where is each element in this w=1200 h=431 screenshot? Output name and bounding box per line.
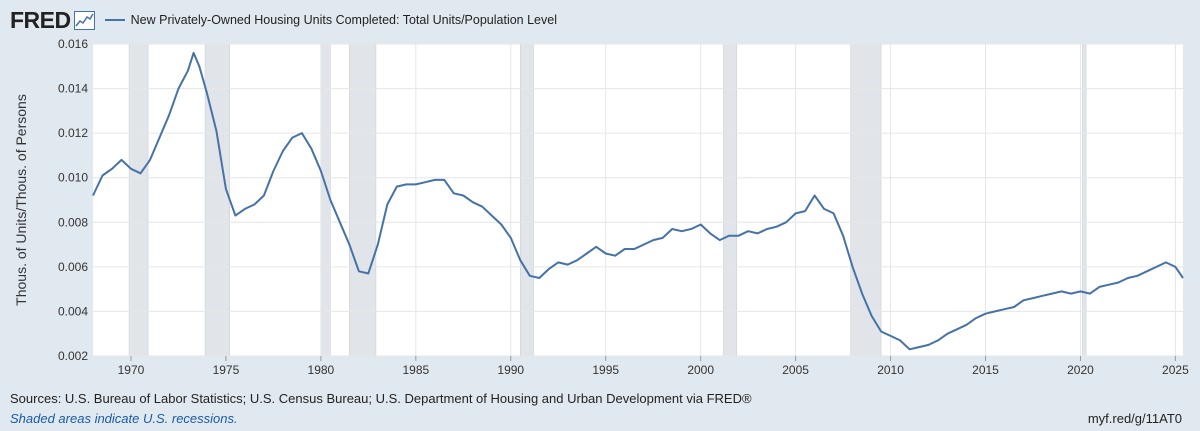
legend-label: New Privately-Owned Housing Units Comple…	[130, 13, 557, 27]
short-url[interactable]: myf.red/g/11AT0	[1087, 411, 1182, 426]
y-tick-label: 0.002	[58, 349, 88, 363]
legend-swatch	[104, 19, 125, 21]
x-tick-label: 1975	[213, 363, 240, 377]
y-tick-label: 0.014	[58, 82, 88, 96]
series-layer	[92, 51, 1184, 351]
series-line	[92, 51, 1184, 351]
x-tick-label: 1985	[402, 363, 429, 377]
y-tick-label: 0.006	[58, 260, 88, 274]
plot-area	[93, 44, 1183, 356]
x-tick-label: 2010	[877, 363, 904, 377]
line-chart-icon	[73, 10, 95, 30]
recession-band	[520, 43, 534, 357]
recession-band	[1082, 43, 1087, 357]
y-axis-label: Thous. of Units/Thous. of Persons	[13, 94, 29, 306]
x-tick-label: 2005	[782, 363, 809, 377]
recession-band	[723, 43, 737, 357]
chart-header: FRED New Privately-Owned Housing Units C…	[10, 5, 557, 35]
recession-band	[320, 43, 331, 357]
x-tick-label: 1990	[497, 363, 524, 377]
x-tick-label: 2000	[687, 363, 714, 377]
x-tick-label: 2015	[972, 363, 999, 377]
y-axis-title: Thous. of Units/Thous. of Persons	[13, 94, 29, 306]
x-tick-label: 1995	[592, 363, 619, 377]
y-tick-label: 0.012	[58, 126, 88, 140]
x-tick-label: 1970	[118, 363, 145, 377]
x-tick-label: 1980	[308, 363, 335, 377]
plot-background	[93, 44, 1183, 356]
recession-band	[128, 43, 149, 357]
y-tick-label: 0.016	[58, 37, 88, 51]
y-tick-label: 0.008	[58, 215, 88, 229]
recession-band	[349, 43, 377, 357]
y-tick-label: 0.004	[58, 304, 88, 318]
x-tick-label: 2020	[1067, 363, 1094, 377]
line-chart[interactable]: 0.002 0.004 0.006 0.008 0.010 0.012 0.014 0.016…	[0, 0, 1200, 380]
y-tick-label: 0.010	[58, 171, 88, 185]
sources-text: Sources: U.S. Bureau of Labor Statistics…	[10, 391, 752, 406]
recession-note: Shaded areas indicate U.S. recessions.	[10, 411, 238, 426]
gridlines	[93, 43, 1183, 357]
x-axis: 1970 1975 1980 1985 1990 1995 2000 2005 2010 2015…	[118, 356, 1189, 377]
y-axis: 0.002 0.004 0.006 0.008 0.010 0.012 0.014 0.016	[58, 37, 88, 363]
legend[interactable]: New Privately-Owned Housing Units Comple…	[104, 13, 557, 27]
fred-logo[interactable]: FRED	[10, 6, 71, 33]
recession-band	[850, 43, 882, 357]
x-tick-label: 2025	[1162, 363, 1189, 377]
